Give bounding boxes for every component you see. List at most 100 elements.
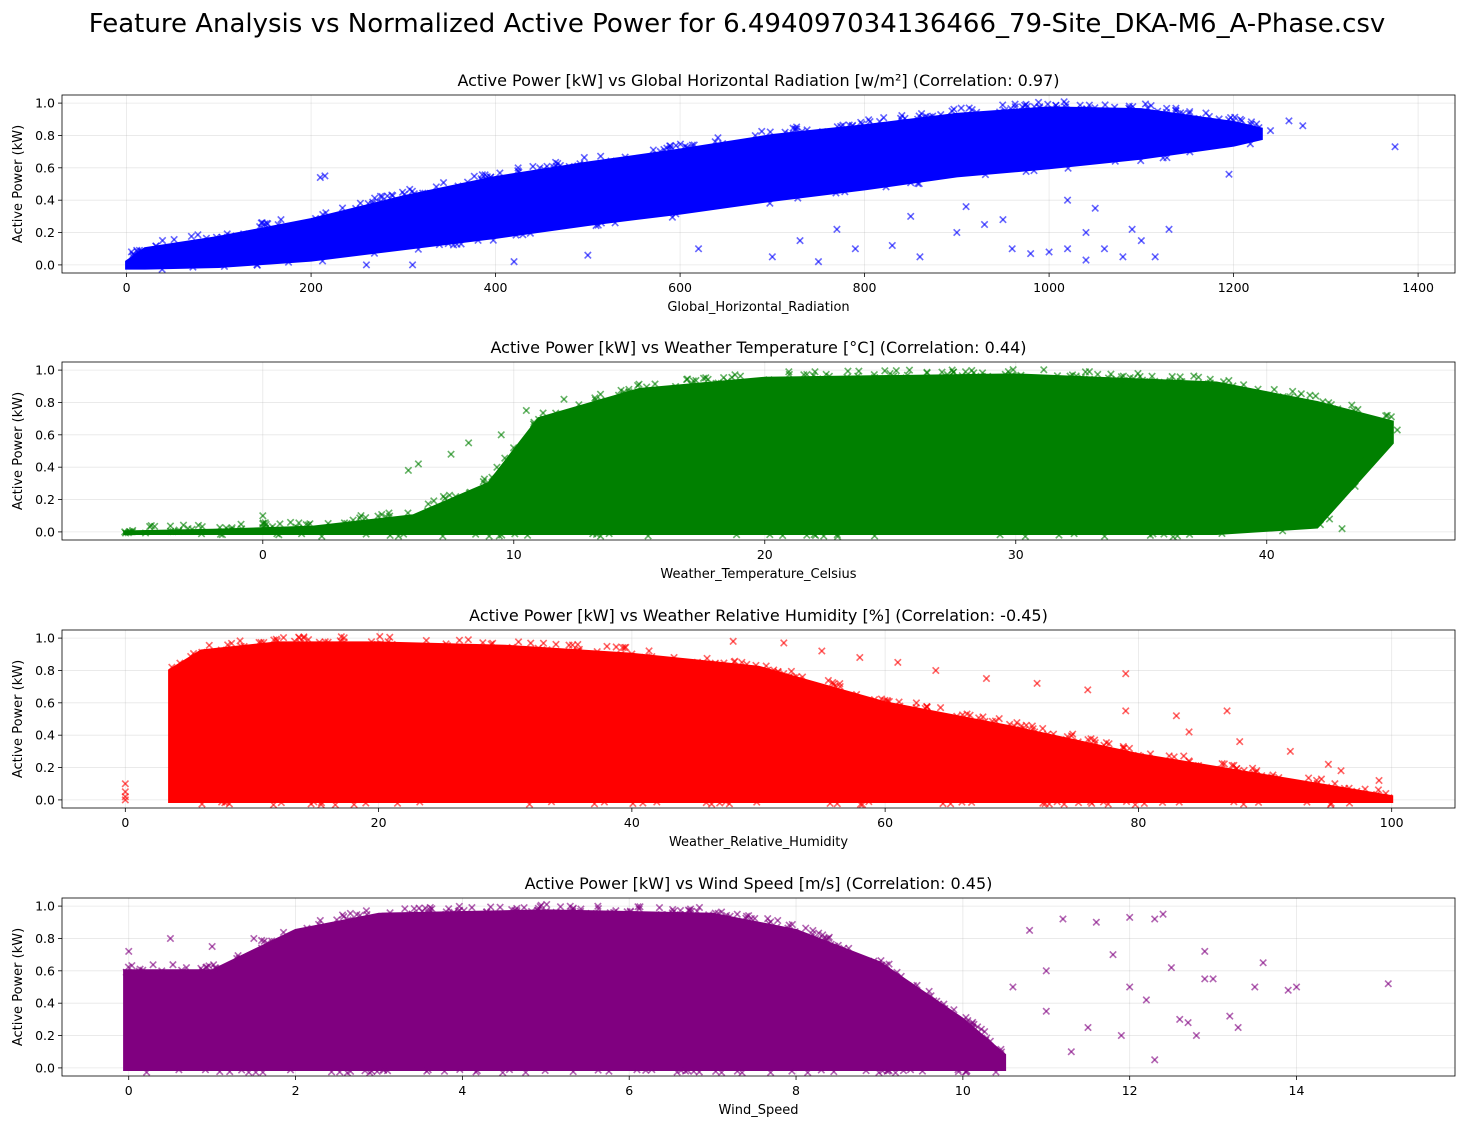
- data-point-edge: [378, 199, 387, 207]
- data-point-edge: [897, 972, 905, 981]
- data-point-edge: [410, 190, 419, 198]
- data-point-edge: [568, 641, 577, 649]
- data-point: [1082, 256, 1090, 264]
- data-point-edge: [1351, 482, 1359, 491]
- data-point-edge: [653, 798, 661, 806]
- data-point-edge: [918, 1067, 927, 1075]
- data-point-edge: [941, 1004, 949, 1013]
- data-point-edge: [194, 521, 203, 530]
- data-point: [1150, 915, 1159, 923]
- chart-panel-3: 0 20 40 60 80 100 0.0 0.2 0.4 0.6 0.8 1.0 Active Pow…: [11, 606, 1456, 850]
- data-point-edge: [379, 1065, 388, 1074]
- data-point-edge: [346, 909, 355, 918]
- data-point-edge: [962, 1067, 971, 1076]
- data-point-edge: [833, 530, 842, 539]
- chart-panel-1: 0 200 400 600 800 1000 1200 1400 0.0 0.2 0.4 0.6 0.8…: [11, 71, 1456, 315]
- data-point: [1384, 979, 1393, 988]
- panel-title: Active Power [kW] vs Weather Relative Hu…: [469, 606, 1048, 625]
- data-point-edge: [441, 910, 450, 919]
- data-point-edge: [1218, 759, 1226, 768]
- x-tick-label: 20: [757, 547, 773, 562]
- data-point-edge: [596, 152, 605, 161]
- data-point-edge: [967, 798, 976, 807]
- panel-title: Active Power [kW] vs Wind Speed [m/s] (C…: [525, 874, 993, 893]
- data-point-edge: [216, 530, 225, 539]
- data-point-edge: [575, 645, 584, 654]
- data-point-edge: [279, 928, 288, 937]
- data-point-edge: [317, 798, 326, 807]
- data-point-edge: [542, 907, 551, 915]
- data-point-edge: [275, 530, 283, 539]
- y-tick-label: 1.0: [35, 899, 55, 914]
- data-point-edge: [198, 800, 206, 808]
- data-point-edge: [762, 662, 770, 670]
- data-point: [321, 172, 329, 180]
- data-point-edge: [789, 673, 798, 682]
- data-point-edge: [445, 491, 454, 499]
- data-point-edge: [1062, 735, 1071, 744]
- data-point-edge: [1247, 118, 1256, 126]
- data-point-edge: [311, 214, 320, 223]
- data-point-edge: [1153, 107, 1162, 116]
- data-point-edge: [766, 1068, 775, 1076]
- data-point-edge: [277, 215, 285, 224]
- data-point-edge: [936, 703, 945, 712]
- data-point-edge: [142, 1068, 151, 1076]
- data-point: [1209, 975, 1217, 983]
- data-point-edge: [657, 910, 666, 919]
- data-point-edge: [988, 717, 997, 726]
- panel-title: Active Power [kW] vs Global Horizontal R…: [457, 71, 1059, 90]
- data-point-edge: [1185, 107, 1194, 116]
- data-point-edge: [621, 153, 629, 161]
- data-point-edge: [1168, 372, 1176, 381]
- y-tick-label: 0.6: [35, 427, 55, 442]
- data-point: [1033, 679, 1041, 688]
- data-point-edge: [877, 961, 886, 970]
- y-tick-label: 0.0: [35, 257, 55, 272]
- data-point-edge: [236, 637, 244, 645]
- data-point-edge: [338, 204, 347, 212]
- data-point-edge: [1110, 103, 1119, 112]
- data-point: [851, 244, 860, 253]
- data-point-edge: [1246, 140, 1255, 148]
- data-point-edge: [681, 910, 690, 919]
- data-point-edge: [831, 682, 839, 690]
- data-point: [1266, 126, 1275, 135]
- data-point-edge: [731, 370, 739, 379]
- data-point-edge: [943, 370, 952, 379]
- data-point-edge: [714, 379, 722, 387]
- data-point: [768, 253, 777, 261]
- data-point-edge: [1229, 382, 1237, 390]
- data-point-edge: [1020, 726, 1029, 734]
- data-point: [780, 639, 788, 647]
- data-point-edge: [550, 165, 558, 173]
- data-point-edge: [592, 530, 601, 539]
- data-point-edge: [235, 954, 244, 963]
- data-point-edge: [1286, 393, 1295, 401]
- data-point-edge: [1255, 123, 1263, 132]
- x-tick-label: 2: [292, 1083, 300, 1098]
- data-point-edge: [1034, 98, 1043, 107]
- data-point-edge: [803, 126, 811, 134]
- data-point-edge: [399, 530, 408, 538]
- x-tick-label: 10: [955, 1083, 971, 1098]
- plot-area: [122, 900, 1393, 1076]
- data-point: [1167, 963, 1176, 972]
- data-point: [584, 251, 592, 259]
- data-point: [414, 460, 423, 468]
- data-point: [888, 241, 897, 250]
- data-point-edge: [217, 798, 226, 806]
- data-point-edge: [936, 110, 945, 119]
- data-point-edge: [1017, 371, 1025, 380]
- data-point-edge: [505, 1065, 514, 1074]
- data-point-edge: [642, 383, 651, 391]
- data-point-edge: [1297, 390, 1306, 398]
- data-point-edge: [810, 530, 818, 539]
- scatter-dense-region: [123, 909, 1007, 1071]
- data-point-edge: [733, 910, 742, 918]
- data-point-edge: [642, 1066, 650, 1075]
- data-point-edge: [1087, 734, 1095, 743]
- data-point-edge: [1039, 799, 1047, 807]
- data-point-edge: [202, 963, 211, 971]
- data-point-edge: [388, 640, 396, 649]
